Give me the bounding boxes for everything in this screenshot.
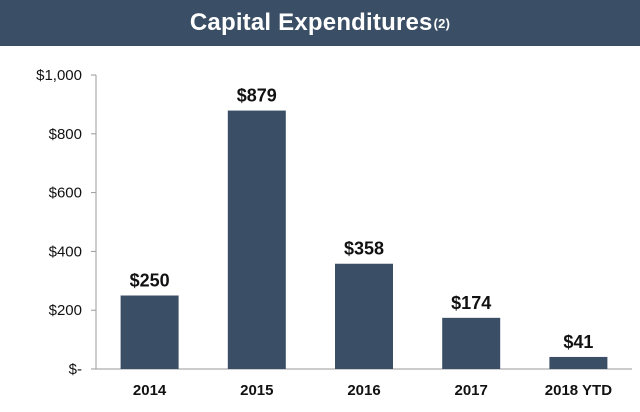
y-tick-label: $800 bbox=[49, 126, 82, 143]
y-tick-label: $200 bbox=[49, 302, 82, 319]
y-tick-label: $600 bbox=[49, 185, 82, 202]
bar-2017 bbox=[442, 317, 501, 369]
chart-bars bbox=[120, 110, 608, 369]
bar-2015 bbox=[227, 110, 286, 369]
x-category-label: 2014 bbox=[133, 382, 167, 399]
y-tick-label: $- bbox=[69, 361, 82, 378]
x-category-label: 2015 bbox=[240, 382, 273, 399]
chart-title-footnote: (2) bbox=[433, 15, 451, 31]
bar-2018-ytd bbox=[549, 356, 608, 369]
bar-2014 bbox=[120, 295, 179, 369]
data-label: $41 bbox=[563, 332, 593, 352]
data-label: $250 bbox=[130, 271, 170, 291]
data-label: $879 bbox=[237, 86, 277, 106]
data-label: $358 bbox=[344, 239, 384, 259]
bar-2016 bbox=[335, 263, 393, 369]
chart-labels: $250 2014 $879 2015 $358 2016 $174 2017 $41 2018 … bbox=[130, 86, 613, 399]
chart-axes: $- $200 $400 $600 $800 $1,000 bbox=[36, 67, 632, 378]
x-category-label: 2017 bbox=[455, 382, 488, 399]
y-tick-label: $400 bbox=[49, 243, 82, 260]
chart-title: Capital Expenditures bbox=[189, 9, 433, 36]
chart-title-bar: Capital Expenditures (2) bbox=[0, 0, 640, 46]
x-category-label: 2018 YTD bbox=[545, 382, 612, 399]
x-category-label: 2016 bbox=[347, 382, 380, 399]
y-tick-label: $1,000 bbox=[36, 67, 82, 84]
data-label: $174 bbox=[451, 293, 491, 313]
